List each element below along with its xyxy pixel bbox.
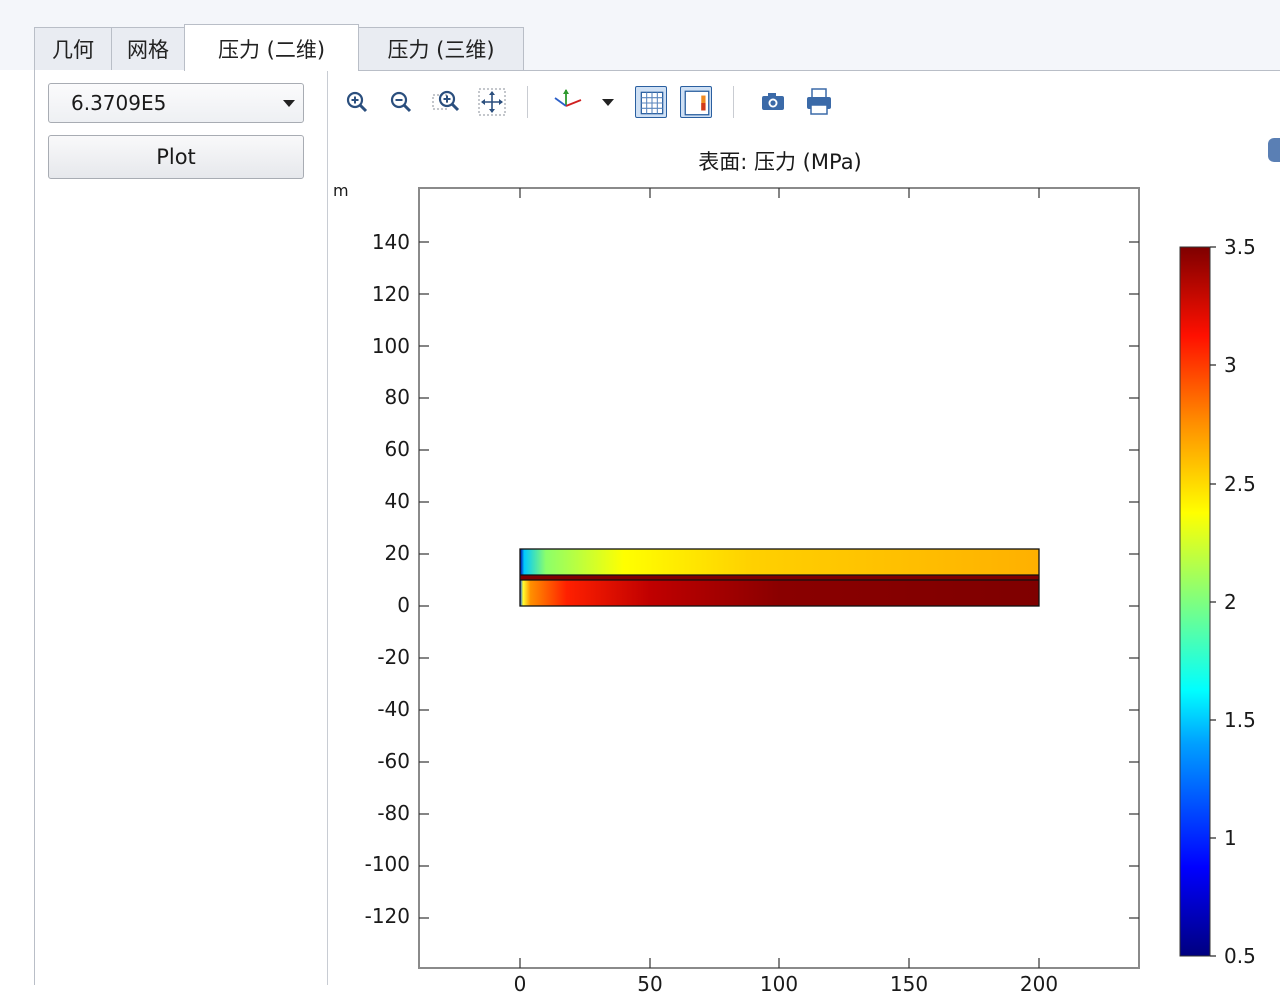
tab-divider [34, 70, 1280, 71]
settings-panel [34, 70, 328, 985]
zoom-out-icon[interactable] [385, 86, 417, 118]
axis-orientation-icon[interactable] [552, 86, 584, 118]
tab-pressure-2d[interactable]: 压力 (二维) [184, 24, 359, 71]
colorbar-tick-label: 2.5 [1224, 472, 1256, 496]
zoom-extents-icon[interactable] [476, 86, 508, 118]
plot-button[interactable]: Plot [48, 135, 304, 179]
zoom-in-icon[interactable] [341, 86, 373, 118]
y-tick-label: 100 [371, 334, 410, 358]
toolbar-separator [527, 86, 528, 118]
domain-boundaries [519, 548, 1040, 607]
y-tick-label: -100 [364, 852, 410, 876]
lower-layer-surface [520, 580, 1039, 606]
colorbar-tick-label: 3 [1224, 353, 1237, 377]
colorbar-ticks [1210, 246, 1216, 957]
chevron-down-icon[interactable] [592, 86, 616, 118]
y-tick-label: 0 [397, 593, 410, 617]
colorbar-tick-label: 0.5 [1224, 944, 1256, 968]
colorbar-tick-label: 3.5 [1224, 235, 1256, 259]
y-tick-label: 20 [384, 541, 410, 565]
y-tick-label: -120 [364, 904, 410, 928]
print-icon[interactable] [803, 86, 835, 118]
grid-toggle-icon[interactable] [635, 86, 667, 118]
y-tick-label: -80 [377, 801, 410, 825]
camera-icon[interactable] [757, 86, 789, 118]
plot-title: 表面: 压力 (MPa) [698, 150, 862, 174]
middle-layer-surface [520, 575, 1039, 580]
colorbar-tick-label: 2 [1224, 590, 1237, 614]
upper-layer-surface [520, 549, 1039, 575]
parameter-select-value: 6.3709E5 [71, 91, 167, 115]
y-tick-label: 140 [371, 230, 410, 254]
zoom-box-icon[interactable] [430, 86, 462, 118]
colorbar-tick-label: 1 [1224, 826, 1237, 850]
y-tick-label: -60 [377, 749, 410, 773]
colorbar-tick-label: 1.5 [1224, 708, 1256, 732]
y-tick-label: 60 [384, 437, 410, 461]
toolbar-separator [733, 86, 734, 118]
parameter-select[interactable]: 6.3709E5 [48, 83, 304, 123]
tab-geometry[interactable]: 几何 [34, 27, 112, 70]
legend-toggle-icon[interactable] [680, 86, 712, 118]
y-tick-label: -40 [377, 697, 410, 721]
y-tick-label: -20 [377, 645, 410, 669]
y-axis-unit: m [333, 181, 349, 200]
y-tick-label: 120 [371, 282, 410, 306]
y-axis-ticks [419, 241, 1139, 919]
y-tick-label: 40 [384, 489, 410, 513]
colorbar [1179, 246, 1211, 957]
chevron-down-icon [283, 100, 295, 107]
tab-pressure-3d[interactable]: 压力 (三维) [358, 27, 524, 70]
y-tick-label: 80 [384, 385, 410, 409]
x-axis-ticks [519, 188, 1040, 968]
side-tool-icon[interactable] [1268, 138, 1280, 162]
